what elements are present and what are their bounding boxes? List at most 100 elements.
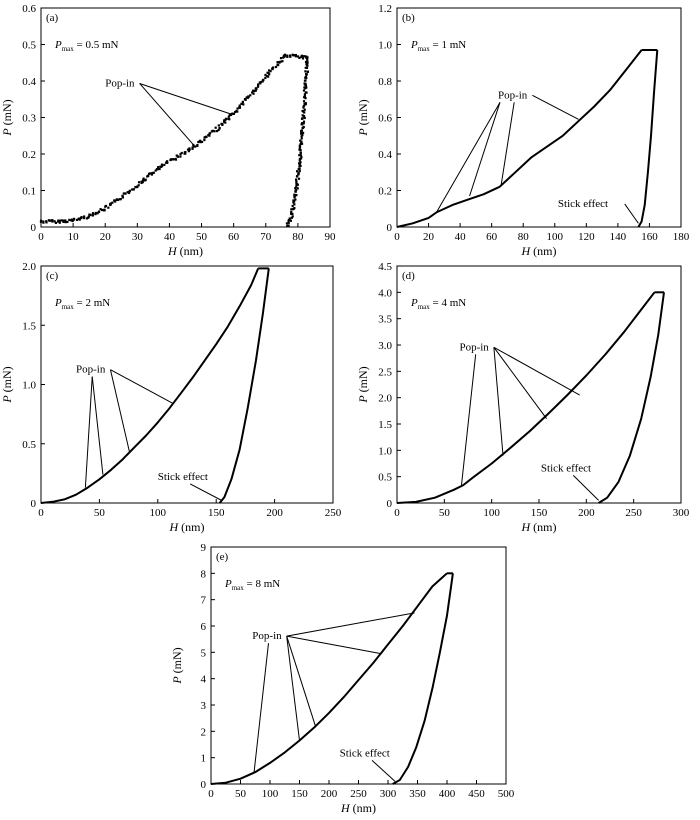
y-tick-label: 3.0 bbox=[378, 340, 392, 352]
data-point-unloading bbox=[285, 222, 289, 225]
data-point-unloading bbox=[295, 188, 298, 191]
data-point-unloading bbox=[301, 133, 304, 137]
y-tick-label: 1.5 bbox=[378, 419, 392, 431]
annotation-leader bbox=[493, 347, 504, 456]
data-point-loading bbox=[89, 213, 92, 216]
data-point-loading bbox=[154, 169, 157, 172]
data-point-unloading bbox=[304, 79, 307, 82]
data-point-hold bbox=[298, 56, 301, 60]
data-point-loading bbox=[279, 57, 283, 60]
data-point-loading bbox=[124, 192, 127, 195]
data-point-loading bbox=[176, 155, 180, 158]
data-point-loading bbox=[119, 197, 122, 201]
x-tick-label: 150 bbox=[208, 507, 225, 519]
data-point-hold bbox=[302, 55, 305, 58]
annotation-leader bbox=[500, 102, 515, 186]
data-point-loading bbox=[56, 220, 60, 223]
data-point-loading bbox=[126, 191, 129, 194]
data-point-loading bbox=[109, 202, 113, 205]
annotation-leader bbox=[460, 354, 477, 487]
y-tick-label: 0.5 bbox=[378, 472, 392, 484]
data-point-unloading bbox=[300, 131, 303, 134]
data-point-hold bbox=[301, 57, 305, 60]
y-tick-label: 0 bbox=[31, 222, 37, 234]
data-point-loading bbox=[146, 174, 149, 178]
data-point-loading bbox=[58, 221, 61, 224]
data-point-unloading bbox=[302, 125, 305, 129]
panel-label: (d) bbox=[402, 270, 415, 282]
data-point-loading bbox=[134, 186, 137, 189]
data-point-loading bbox=[77, 217, 80, 220]
data-point-loading bbox=[132, 188, 135, 191]
data-point-unloading bbox=[288, 217, 291, 220]
data-point-unloading bbox=[304, 84, 308, 87]
y-tick-label: 7 bbox=[201, 595, 207, 607]
data-point-loading bbox=[184, 151, 187, 154]
data-point-loading bbox=[171, 158, 175, 161]
data-point-loading bbox=[214, 126, 217, 129]
data-point-loading bbox=[252, 92, 255, 95]
data-point-loading bbox=[241, 102, 244, 105]
data-point-loading bbox=[246, 96, 250, 99]
data-point-loading bbox=[236, 107, 239, 110]
data-point-loading bbox=[199, 139, 202, 142]
data-point-loading bbox=[71, 219, 74, 223]
x-tick-label: 450 bbox=[468, 788, 485, 800]
data-point-loading bbox=[191, 146, 194, 149]
data-point-loading bbox=[128, 190, 131, 193]
annotation-leader bbox=[286, 636, 316, 727]
data-point-loading bbox=[82, 217, 85, 220]
data-point-loading bbox=[140, 180, 143, 183]
data-point-unloading bbox=[298, 144, 301, 147]
data-point-loading bbox=[186, 148, 190, 151]
data-point-loading bbox=[166, 160, 169, 163]
data-point-unloading bbox=[292, 207, 295, 210]
panel-label: (c) bbox=[46, 270, 59, 282]
data-point-loading bbox=[64, 219, 67, 222]
data-point-loading bbox=[218, 126, 221, 130]
data-point-loading bbox=[141, 179, 145, 182]
data-point-hold bbox=[297, 55, 300, 58]
data-point-unloading bbox=[295, 180, 298, 183]
curve-loading bbox=[40, 268, 260, 504]
x-tick-label: 90 bbox=[325, 231, 337, 243]
x-tick-label: 250 bbox=[625, 507, 642, 519]
data-point-loading bbox=[257, 83, 260, 86]
panel-label: (a) bbox=[46, 12, 59, 24]
y-tick-label: 0.6 bbox=[378, 113, 392, 125]
data-point-loading bbox=[149, 172, 152, 175]
y-axis-label: P (mN) bbox=[356, 366, 370, 403]
x-tick-label: 200 bbox=[266, 507, 283, 519]
annotation-label: Stick effect bbox=[541, 462, 591, 474]
data-point-unloading bbox=[297, 171, 300, 175]
data-point-loading bbox=[228, 118, 231, 121]
y-tick-label: 3.5 bbox=[378, 314, 392, 326]
data-point-loading bbox=[42, 221, 45, 224]
data-point-loading bbox=[264, 73, 267, 77]
data-point-loading bbox=[272, 66, 275, 69]
chart-panel-2: 0 20 40 60 80 100 120 140 160 180 0 0.2 0.4 0.6 0.8 1.0… bbox=[356, 3, 690, 258]
data-point-unloading bbox=[294, 194, 297, 197]
data-point-unloading bbox=[293, 203, 296, 206]
x-tick-label: 20 bbox=[100, 231, 112, 243]
y-tick-label: 4 bbox=[201, 674, 207, 686]
y-tick-label: 0.4 bbox=[22, 76, 36, 88]
y-tick-label: 1.0 bbox=[378, 445, 392, 457]
data-point-loading bbox=[170, 158, 173, 161]
data-point-unloading bbox=[303, 93, 307, 96]
data-point-hold bbox=[294, 55, 297, 58]
data-point-loading bbox=[99, 208, 102, 211]
data-point-unloading bbox=[300, 135, 303, 138]
data-point-unloading bbox=[298, 148, 301, 151]
data-point-unloading bbox=[286, 224, 289, 228]
data-point-unloading bbox=[299, 161, 302, 164]
x-tick-label: 180 bbox=[673, 231, 690, 243]
data-point-unloading bbox=[299, 148, 302, 152]
data-point-unloading bbox=[306, 64, 309, 67]
x-tick-label: 80 bbox=[292, 231, 304, 243]
data-point-loading bbox=[66, 220, 69, 224]
data-point-loading bbox=[267, 72, 270, 75]
annotation-label: Pop-in bbox=[459, 341, 489, 353]
y-axis-label: P (mN) bbox=[356, 99, 370, 136]
data-point-unloading bbox=[300, 123, 303, 126]
